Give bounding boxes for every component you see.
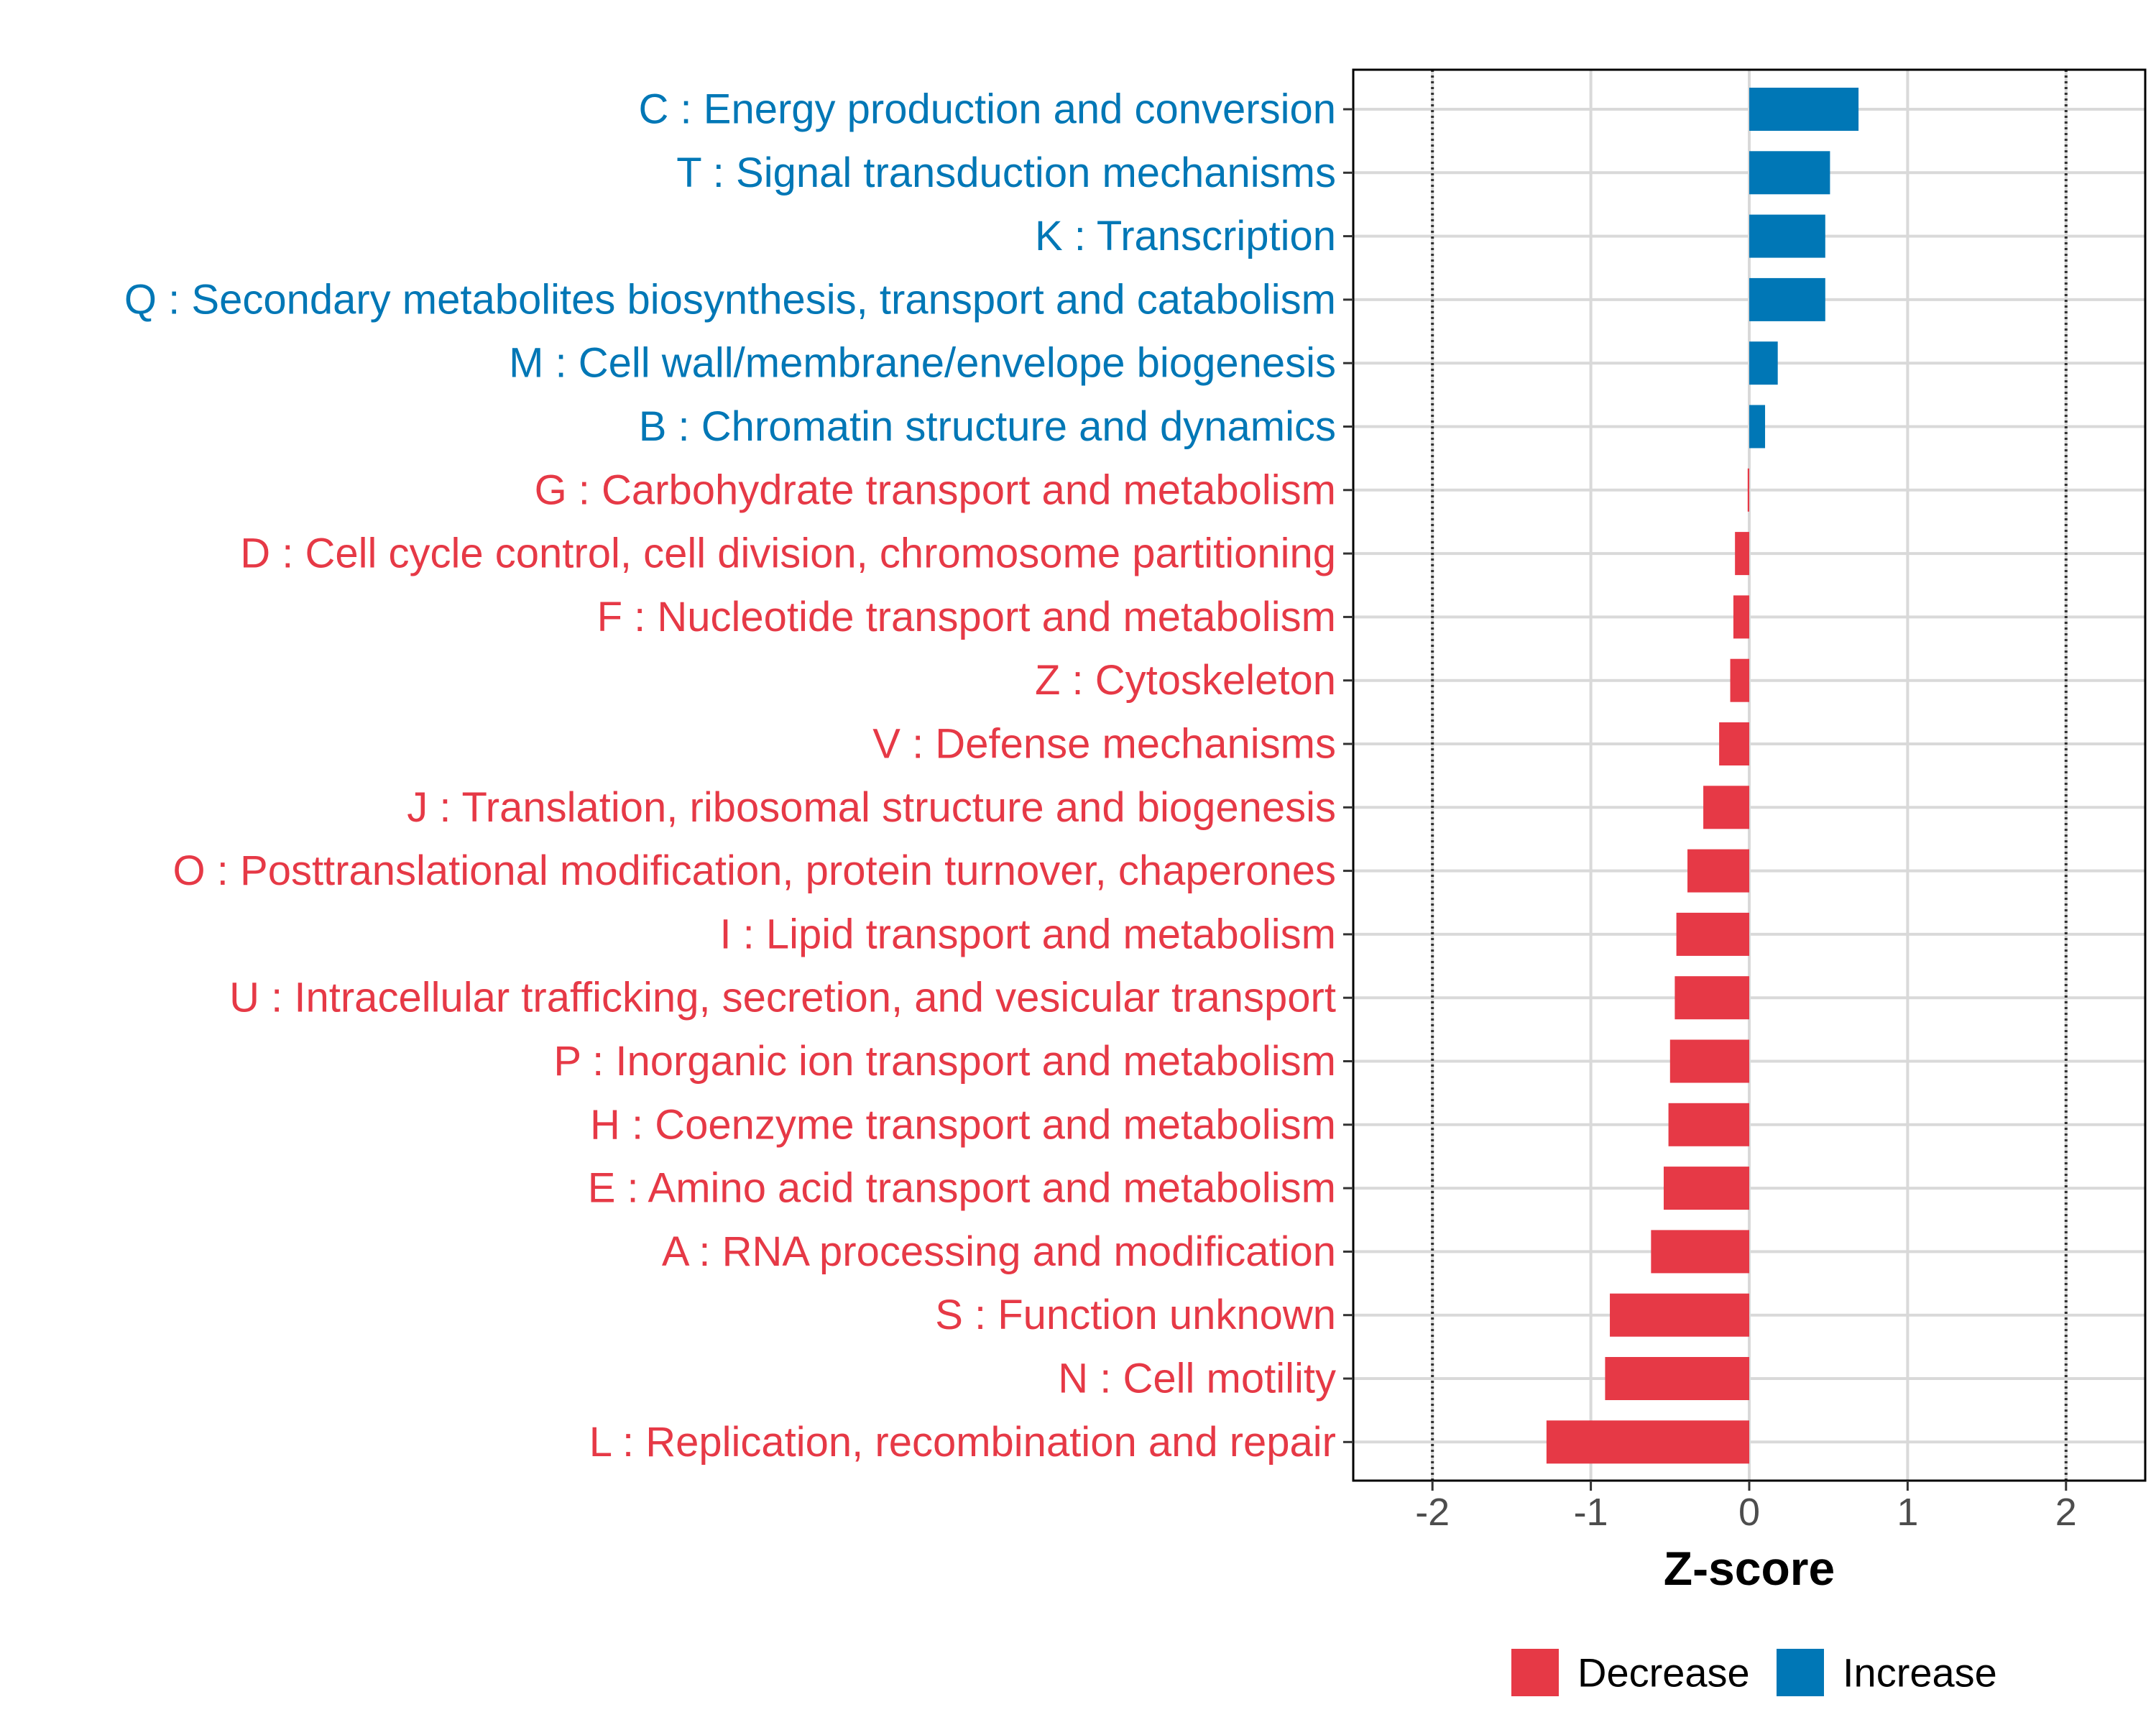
category-label: L : Replication, recombination and repai…: [589, 1419, 1336, 1466]
bar: [1749, 405, 1766, 448]
bar: [1733, 595, 1749, 639]
category-label: J : Translation, ribosomal structure and…: [407, 784, 1336, 831]
x-tick-label: 2: [2055, 1491, 2077, 1534]
bar: [1749, 88, 1859, 131]
bar: [1687, 849, 1749, 893]
legend-swatch: [1777, 1649, 1824, 1696]
x-axis-ticks: -2 -1 0 1 2: [1415, 1481, 2077, 1534]
bar: [1605, 1357, 1749, 1400]
x-tick-label: 0: [1738, 1491, 1760, 1534]
legend-swatch: [1511, 1649, 1559, 1696]
category-label: U : Intracellular trafficking, secretion…: [229, 975, 1336, 1021]
bar: [1749, 341, 1778, 385]
category-label: D : Cell cycle control, cell division, c…: [240, 530, 1336, 577]
category-label: A : RNA processing and modification: [662, 1228, 1336, 1275]
bar: [1719, 722, 1749, 765]
bar: [1546, 1420, 1749, 1464]
category-label: P : Inorganic ion transport and metaboli…: [553, 1038, 1336, 1085]
bar: [1676, 912, 1749, 956]
category-label: B : Chromatin structure and dynamics: [639, 403, 1336, 450]
category-label: K : Transcription: [1035, 213, 1336, 259]
category-label: G : Carbohydrate transport and metabolis…: [535, 466, 1336, 513]
bar: [1651, 1230, 1749, 1274]
category-label: E : Amino acid transport and metabolism: [588, 1165, 1336, 1212]
legend-label: Decrease: [1577, 1650, 1750, 1696]
category-label: I : Lipid transport and metabolism: [719, 911, 1336, 957]
category-label: N : Cell motility: [1058, 1356, 1336, 1402]
category-label: O : Posttranslational modification, prot…: [173, 847, 1336, 894]
category-label: V : Defense mechanisms: [872, 721, 1336, 768]
category-label: F : Nucleotide transport and metabolism: [597, 594, 1336, 640]
bar: [1749, 214, 1825, 258]
bar: [1663, 1167, 1749, 1210]
y-axis-ticks: C : Energy production and conversion T : …: [124, 86, 1353, 1466]
x-axis-title: Z-score: [1664, 1542, 1835, 1595]
bar: [1674, 976, 1749, 1020]
category-label: Z : Cytoskeleton: [1035, 657, 1336, 704]
bar: [1669, 1039, 1749, 1083]
x-tick-label: -2: [1415, 1491, 1450, 1534]
category-label: M : Cell wall/membrane/envelope biogenes…: [509, 340, 1336, 387]
bar: [1668, 1103, 1749, 1146]
bar-layer: [1546, 88, 1859, 1464]
category-label: C : Energy production and conversion: [639, 86, 1336, 133]
bar: [1703, 786, 1749, 829]
category-label: Q : Secondary metabolites biosynthesis, …: [124, 276, 1336, 323]
category-label: H : Coenzyme transport and metabolism: [590, 1101, 1336, 1148]
bar: [1749, 277, 1825, 321]
bar: [1735, 532, 1749, 576]
legend-label: Increase: [1843, 1650, 1997, 1696]
x-tick-label: 1: [1897, 1491, 1918, 1534]
x-tick-label: -1: [1574, 1491, 1608, 1534]
bar: [1747, 468, 1749, 512]
legend: Decrease Increase: [1511, 1649, 1997, 1696]
category-label: T : Signal transduction mechanisms: [676, 150, 1336, 196]
bar: [1749, 151, 1830, 195]
bar: [1610, 1293, 1749, 1337]
bar: [1730, 658, 1749, 702]
category-label: S : Function unknown: [935, 1292, 1336, 1338]
